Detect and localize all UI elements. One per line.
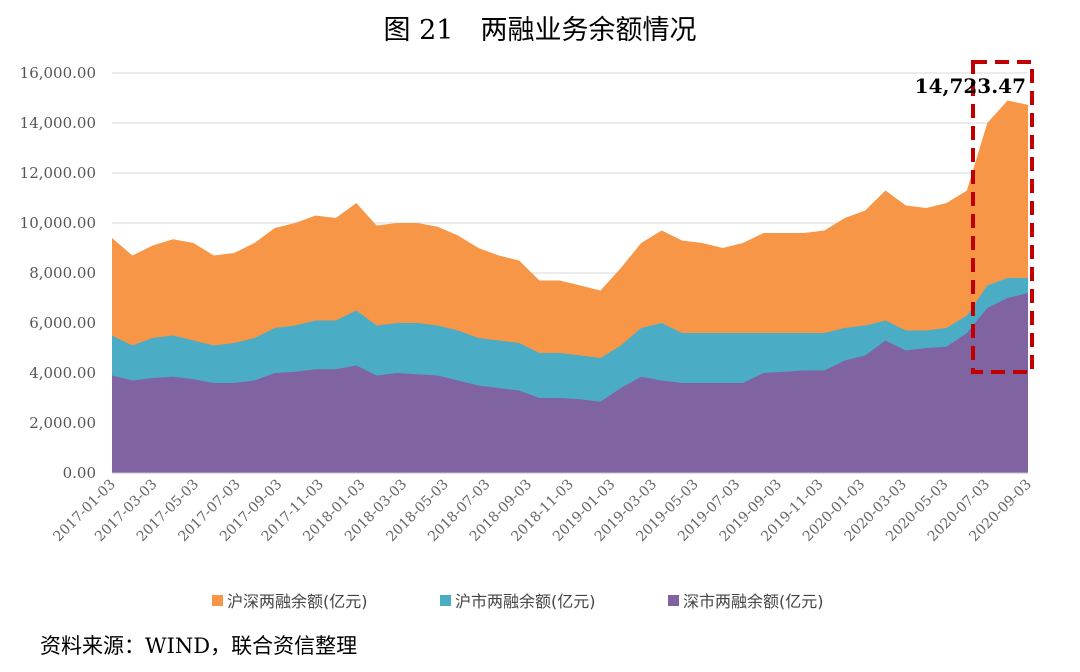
y-axis-ticks: 0.00 2,000.00 4,000.00 6,000.00 8,000.00 10,0… bbox=[20, 64, 96, 482]
y-tick-label: 12,000.00 bbox=[20, 164, 96, 182]
y-tick-label: 4,000.00 bbox=[29, 364, 96, 382]
x-axis-ticks: 2017-01-032017-03-032017-05-032017-07-03… bbox=[50, 472, 1035, 545]
area-series-group bbox=[112, 100, 1028, 473]
legend-label-2: 深市两融余额(亿元) bbox=[683, 592, 824, 611]
y-tick-label: 10,000.00 bbox=[20, 214, 96, 232]
y-tick-label: 14,000.00 bbox=[20, 114, 96, 132]
y-tick-label: 2,000.00 bbox=[29, 414, 96, 432]
highlight-box bbox=[971, 60, 1034, 374]
legend-swatch-2 bbox=[668, 595, 679, 606]
y-tick-label: 8,000.00 bbox=[29, 264, 96, 282]
annotation-label: 14,723.47 bbox=[915, 74, 1026, 98]
highlight-annotation: 14,723.47 bbox=[915, 60, 1034, 374]
series-area-2 bbox=[112, 293, 1028, 473]
y-tick-label: 6,000.00 bbox=[29, 314, 96, 332]
legend-swatch-1 bbox=[440, 595, 451, 606]
chart-title: 图 21 两融业务余额情况 bbox=[383, 15, 697, 46]
legend-swatch-0 bbox=[212, 595, 223, 606]
y-tick-label: 0.00 bbox=[63, 464, 96, 482]
source-note: 资料来源：WIND，联合资信整理 bbox=[40, 634, 358, 658]
legend-label-1: 沪市两融余额(亿元) bbox=[455, 592, 596, 611]
y-tick-label: 16,000.00 bbox=[20, 64, 96, 82]
legend-label-0: 沪深两融余额(亿元) bbox=[227, 592, 368, 611]
legend: 沪深两融余额(亿元) 沪市两融余额(亿元) 深市两融余额(亿元) bbox=[212, 592, 824, 611]
